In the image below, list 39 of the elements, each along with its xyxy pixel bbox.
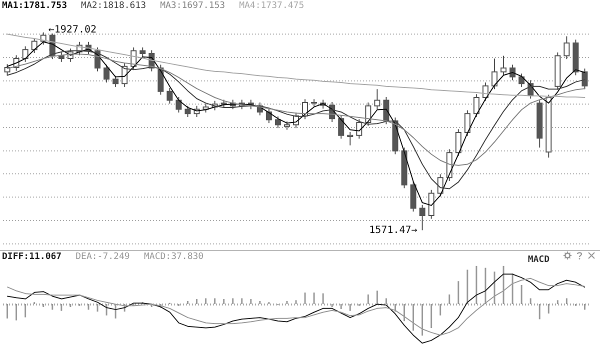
- annotation: ←1927.02: [48, 24, 97, 36]
- candlestick: [491, 58, 498, 90]
- candlestick: [564, 36, 570, 60]
- candlestick: [58, 52, 64, 62]
- candlestick: [140, 46, 146, 58]
- chart-title: MACD: [528, 255, 550, 265]
- candlestick: [419, 204, 426, 231]
- text: MA1:1781.753: [2, 1, 68, 11]
- candlestick: [4, 64, 10, 76]
- candlestick: [266, 108, 272, 124]
- candlestick: [500, 55, 507, 76]
- candlestick: [176, 96, 182, 114]
- text: MA4:1737.475: [239, 1, 304, 11]
- candlestick: [274, 116, 281, 129]
- candlestick: [112, 75, 119, 88]
- candlestick: [455, 128, 462, 156]
- text: MA3:1697.153: [160, 1, 226, 11]
- text: DEA:-7.249: [76, 252, 130, 262]
- candlestick: [410, 181, 416, 212]
- candlestick: [104, 64, 110, 83]
- text: MA2:1818.613: [81, 1, 146, 11]
- candlestick: [464, 110, 470, 136]
- text: DIFF:11.067: [2, 252, 62, 262]
- candlestick: [338, 114, 344, 140]
- candlestick: [428, 189, 434, 220]
- annotation: 1571.47→: [369, 225, 418, 236]
- candlestick: [518, 73, 525, 88]
- candlestick: [473, 94, 480, 118]
- text: MACD:37.830: [144, 252, 204, 262]
- candlestick: [356, 118, 362, 140]
- candlestick: [166, 88, 173, 104]
- candlestick: [158, 64, 164, 96]
- candlestick: [22, 46, 28, 62]
- candlestick: [31, 37, 38, 54]
- candlestick: [184, 105, 191, 118]
- candlestick: [374, 88, 380, 110]
- candlestick: [347, 132, 354, 146]
- candlestick: [510, 64, 516, 81]
- candlestick: [582, 68, 588, 90]
